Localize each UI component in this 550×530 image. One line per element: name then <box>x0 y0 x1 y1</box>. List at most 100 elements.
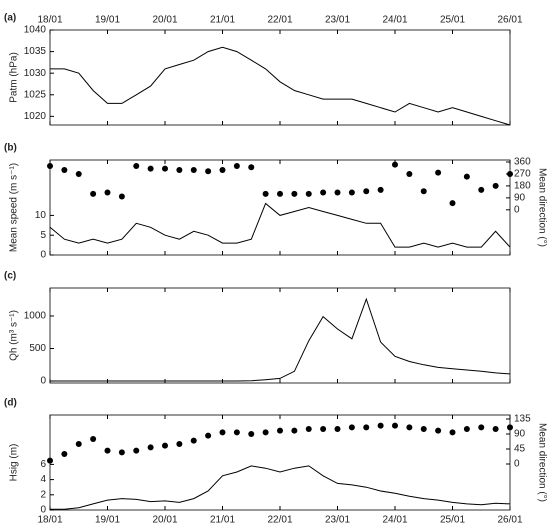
direction-dot <box>176 441 183 447</box>
direction-dot <box>492 182 499 189</box>
x-tick-label: 19/01 <box>95 515 120 526</box>
y-tick-label: 0 <box>40 250 46 261</box>
direction-dot <box>478 424 485 431</box>
direction-dot <box>507 424 513 431</box>
y2-tick-label: 270 <box>514 169 531 180</box>
direction-dot <box>334 189 341 196</box>
plot-frame <box>49 159 511 256</box>
direction-dot <box>320 426 327 432</box>
direction-dot <box>147 165 154 172</box>
direction-dot <box>162 442 168 449</box>
y2-tick-label: 45 <box>514 444 526 455</box>
y2-tick-label: 90 <box>514 429 526 440</box>
direction-dot <box>363 188 370 195</box>
x-tick-label: 24/01 <box>382 15 407 26</box>
direction-dot <box>47 162 53 169</box>
x-tick-label: 23/01 <box>325 515 350 526</box>
y-tick-label: 0 <box>40 505 46 516</box>
direction-dot <box>320 189 327 196</box>
direction-dot <box>219 429 226 436</box>
panel-label: (a) <box>4 13 16 24</box>
direction-dot <box>291 190 298 197</box>
series-line <box>49 202 511 248</box>
y-axis-label: Mean speed (m s⁻¹) <box>9 163 20 252</box>
direction-dot <box>75 170 82 177</box>
direction-dot <box>435 169 442 176</box>
direction-dot <box>190 437 197 444</box>
direction-dot <box>248 431 255 437</box>
direction-dot <box>233 162 240 169</box>
direction-dot <box>190 166 197 173</box>
panel-label: (b) <box>4 143 17 154</box>
direction-dot <box>162 165 168 172</box>
plot-frame <box>49 287 511 384</box>
direction-dot <box>406 170 413 177</box>
y-tick-label: 5 <box>40 230 46 241</box>
y-tick-label: 1000 <box>24 311 47 322</box>
direction-dot <box>377 422 384 429</box>
direction-dot <box>233 429 240 436</box>
series-line <box>50 297 511 382</box>
direction-dot <box>90 190 97 197</box>
y-tick-label: 500 <box>29 343 46 354</box>
x-tick-label: 20/01 <box>152 515 177 526</box>
y-tick-label: 6 <box>40 459 46 470</box>
panel-label: (c) <box>4 271 16 282</box>
y-tick-label: 10 <box>35 210 47 221</box>
x-tick-label: 25/01 <box>440 515 465 526</box>
direction-dot <box>248 164 255 171</box>
direction-dot <box>61 451 68 457</box>
x-tick-label: 24/01 <box>382 515 407 526</box>
x-tick-label: 26/01 <box>497 515 522 526</box>
x-tick-label: 23/01 <box>325 15 350 26</box>
direction-dot <box>277 190 283 197</box>
direction-dot <box>205 432 212 439</box>
direction-dot <box>449 429 456 436</box>
y-axis-label: Patm (hPa) <box>9 52 20 103</box>
y2-tick-label: 360 <box>514 157 531 168</box>
direction-dot <box>449 200 456 207</box>
y2-tick-label: 180 <box>514 181 531 192</box>
direction-dot <box>348 424 355 431</box>
panel-label: (d) <box>4 398 17 409</box>
direction-dot <box>392 161 398 168</box>
direction-dot <box>305 190 312 197</box>
y2-tick-label: 90 <box>514 193 526 204</box>
direction-dot <box>47 457 53 464</box>
direction-dot <box>262 429 269 436</box>
series-line <box>50 465 511 510</box>
y-tick-label: 0 <box>40 376 46 387</box>
direction-dot <box>176 166 183 173</box>
direction-dot <box>363 424 370 431</box>
series-line <box>50 46 511 126</box>
direction-dot <box>147 444 154 451</box>
direction-dot <box>219 166 226 173</box>
direction-dot <box>262 190 269 197</box>
y2-tick-label: 0 <box>514 204 520 215</box>
direction-dot <box>75 441 82 447</box>
direction-dot <box>463 426 470 432</box>
direction-dot <box>118 193 125 200</box>
direction-dot <box>377 186 384 193</box>
direction-dot <box>435 427 442 434</box>
y2-axis-label: Mean direction (°) <box>536 168 547 247</box>
direction-dot <box>478 186 485 193</box>
x-tick-label: 21/01 <box>210 15 235 26</box>
direction-dot <box>406 424 413 431</box>
x-tick-label: 21/01 <box>210 515 235 526</box>
direction-dot <box>420 426 427 432</box>
direction-dot <box>392 422 398 429</box>
x-tick-label: 25/01 <box>440 15 465 26</box>
direction-dot <box>205 168 212 175</box>
direction-dot <box>492 426 499 432</box>
y-tick-label: 1040 <box>24 25 47 36</box>
x-tick-label: 26/01 <box>497 15 522 26</box>
x-tick-label: 18/01 <box>37 515 62 526</box>
direction-dot <box>133 447 140 454</box>
direction-dot <box>305 426 312 432</box>
direction-dot <box>118 449 125 456</box>
x-tick-label: 18/01 <box>37 15 62 26</box>
y-tick-label: 1030 <box>24 68 47 79</box>
direction-dot <box>277 427 283 434</box>
x-tick-label: 19/01 <box>95 15 120 26</box>
